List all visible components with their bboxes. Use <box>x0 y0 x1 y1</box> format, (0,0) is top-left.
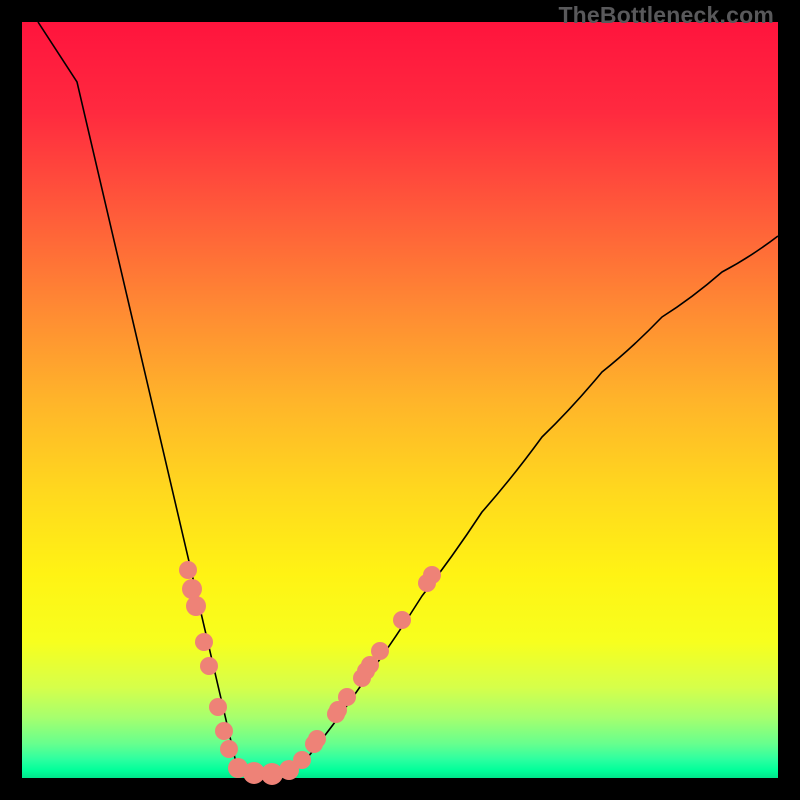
watermark-text: TheBottleneck.com <box>558 2 774 29</box>
chart-frame: TheBottleneck.com <box>0 0 800 800</box>
data-point <box>220 740 238 758</box>
data-point <box>186 596 206 616</box>
data-point <box>338 688 356 706</box>
data-point <box>215 722 233 740</box>
plot-area <box>22 22 778 778</box>
data-point <box>393 611 411 629</box>
data-point <box>308 730 326 748</box>
data-point <box>423 566 441 584</box>
data-point <box>200 657 218 675</box>
data-point <box>179 561 197 579</box>
data-point <box>209 698 227 716</box>
bottleneck-curve <box>22 22 778 778</box>
data-point <box>371 642 389 660</box>
data-point <box>195 633 213 651</box>
data-point <box>293 751 311 769</box>
